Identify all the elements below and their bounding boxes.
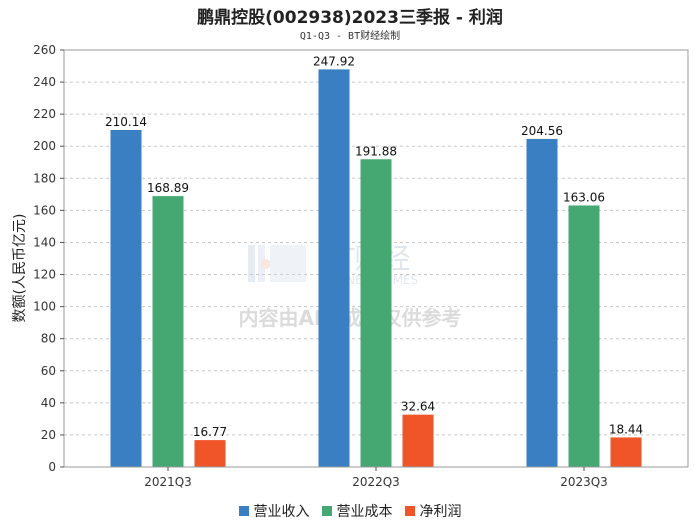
bar-营业收入-2021Q3 [110, 129, 142, 467]
y-tick-label: 220 [33, 107, 56, 121]
bt-logo-mark [248, 245, 306, 282]
y-tick-label: 200 [33, 139, 56, 153]
legend-swatch [321, 506, 332, 516]
y-tick-label: 20 [41, 428, 56, 442]
legend-label: 营业收入 [253, 504, 310, 520]
watermark: BT财经 BUSINESS TIMES 内容由AI生成，仅供参考 [239, 242, 462, 330]
y-tick-label: 180 [33, 171, 56, 185]
data-label: 210.14 [105, 115, 147, 129]
bar-营业成本-2023Q3 [568, 205, 600, 467]
data-label: 191.88 [355, 144, 397, 158]
legend-swatch [404, 506, 415, 516]
data-label: 163.06 [563, 190, 605, 204]
bar-营业收入-2023Q3 [526, 138, 558, 467]
data-label: 247.92 [313, 54, 355, 68]
y-tick-label: 40 [41, 396, 56, 410]
y-tick-label: 260 [33, 43, 56, 57]
legend-item[interactable]: 营业成本 [321, 501, 393, 521]
bar-净利润-2022Q3 [402, 414, 434, 467]
y-tick-label: 240 [33, 75, 56, 89]
chart-title: 鹏鼎控股(002938)2023三季报 - 利润 [197, 8, 503, 28]
chart-subtitle: Q1-Q3 - BT财经绘制 [299, 31, 401, 42]
data-label: 204.56 [521, 124, 563, 138]
legend-label: 净利润 [419, 504, 462, 520]
bar-营业收入-2022Q3 [318, 69, 350, 468]
legend-item[interactable]: 净利润 [404, 501, 462, 521]
data-labels: 210.14 168.89 16.77 247.92 191.88 32.64 204.56… [105, 54, 643, 439]
y-tick-label: 0 [48, 460, 56, 474]
legend: 营业收入 营业成本 净利润 [0, 501, 700, 521]
data-label: 16.77 [193, 425, 227, 439]
bar-净利润-2023Q3 [610, 437, 642, 467]
x-tick-label: 2022Q3 [352, 475, 400, 489]
watermark-notice: 内容由AI生成，仅供参考 [239, 306, 462, 330]
y-tick-label: 120 [33, 268, 56, 282]
y-axis-label: 数额(人民币亿元) [12, 214, 28, 323]
axes: 0 20 40 60 80 100 120 140 160 180 200 220 240 260 2021… [33, 43, 689, 489]
bar-净利润-2021Q3 [194, 440, 226, 467]
y-tick-label: 140 [33, 235, 56, 249]
y-tick-label: 160 [33, 203, 56, 217]
bar-营业成本-2021Q3 [152, 196, 184, 468]
y-tick-label: 60 [41, 364, 56, 378]
x-tick-label: 2021Q3 [144, 475, 192, 489]
bars [110, 69, 642, 468]
y-tick-label: 80 [41, 332, 56, 346]
bar-营业成本-2022Q3 [360, 159, 392, 467]
data-label: 32.64 [401, 400, 435, 414]
x-tick-label: 2023Q3 [560, 475, 608, 489]
y-tick-label: 100 [33, 300, 56, 314]
legend-label: 营业成本 [336, 504, 393, 520]
data-label: 18.44 [609, 422, 643, 436]
data-label: 168.89 [147, 181, 189, 195]
legend-swatch [238, 506, 249, 516]
legend-item[interactable]: 营业收入 [238, 501, 310, 521]
